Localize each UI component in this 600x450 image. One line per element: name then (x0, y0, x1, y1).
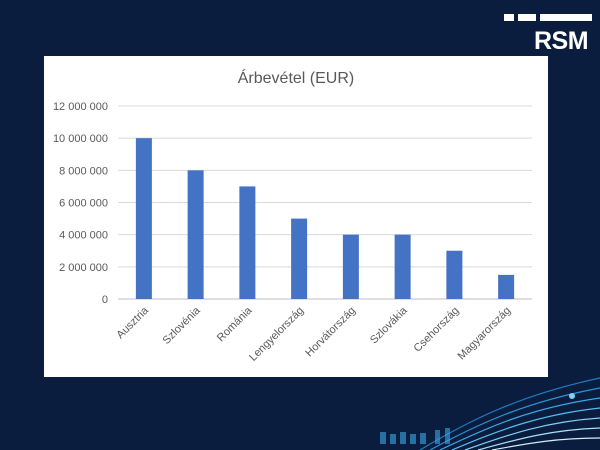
chart-panel: Árbevétel (EUR) 0 2 000 000 4 000 000 6 000 … (44, 56, 548, 377)
bar (394, 234, 411, 299)
x-tick-label: Ausztria (114, 304, 151, 341)
bar (291, 218, 308, 299)
logo-bar (540, 14, 592, 21)
logo-bar (504, 14, 514, 21)
bar (498, 274, 515, 299)
x-tick-label: Horvátország (303, 305, 358, 360)
bar (342, 234, 359, 299)
bar (239, 186, 256, 299)
bar (187, 170, 204, 299)
x-tick-label: Szlovénia (161, 304, 204, 347)
y-tick-label: 10 000 000 (53, 133, 108, 145)
y-tick-label: 4 000 000 (59, 230, 108, 242)
x-tick-label: Lengyelország (247, 305, 306, 364)
logo-text: RSM (534, 27, 589, 55)
x-tick-label: Szlovákia (368, 304, 410, 346)
x-tick-label: Magyarország (455, 305, 513, 363)
y-tick-label: 6 000 000 (59, 198, 108, 210)
x-tick-label: Románia (215, 304, 255, 344)
y-tick-label: 2 000 000 (59, 262, 108, 274)
logo-bar (518, 14, 536, 21)
bar-chart: Árbevétel (EUR) 0 2 000 000 4 000 000 6 000 … (53, 68, 532, 364)
y-tick-label: 8 000 000 (59, 165, 108, 177)
bar (446, 250, 463, 299)
y-tick-label: 0 (102, 294, 108, 306)
bar (135, 138, 152, 299)
chart-title: Árbevétel (EUR) (238, 68, 354, 87)
y-tick-label: 12 000 000 (53, 101, 108, 113)
x-tick-label: Csehország (412, 305, 462, 355)
rsm-logo: RSM (504, 14, 594, 55)
